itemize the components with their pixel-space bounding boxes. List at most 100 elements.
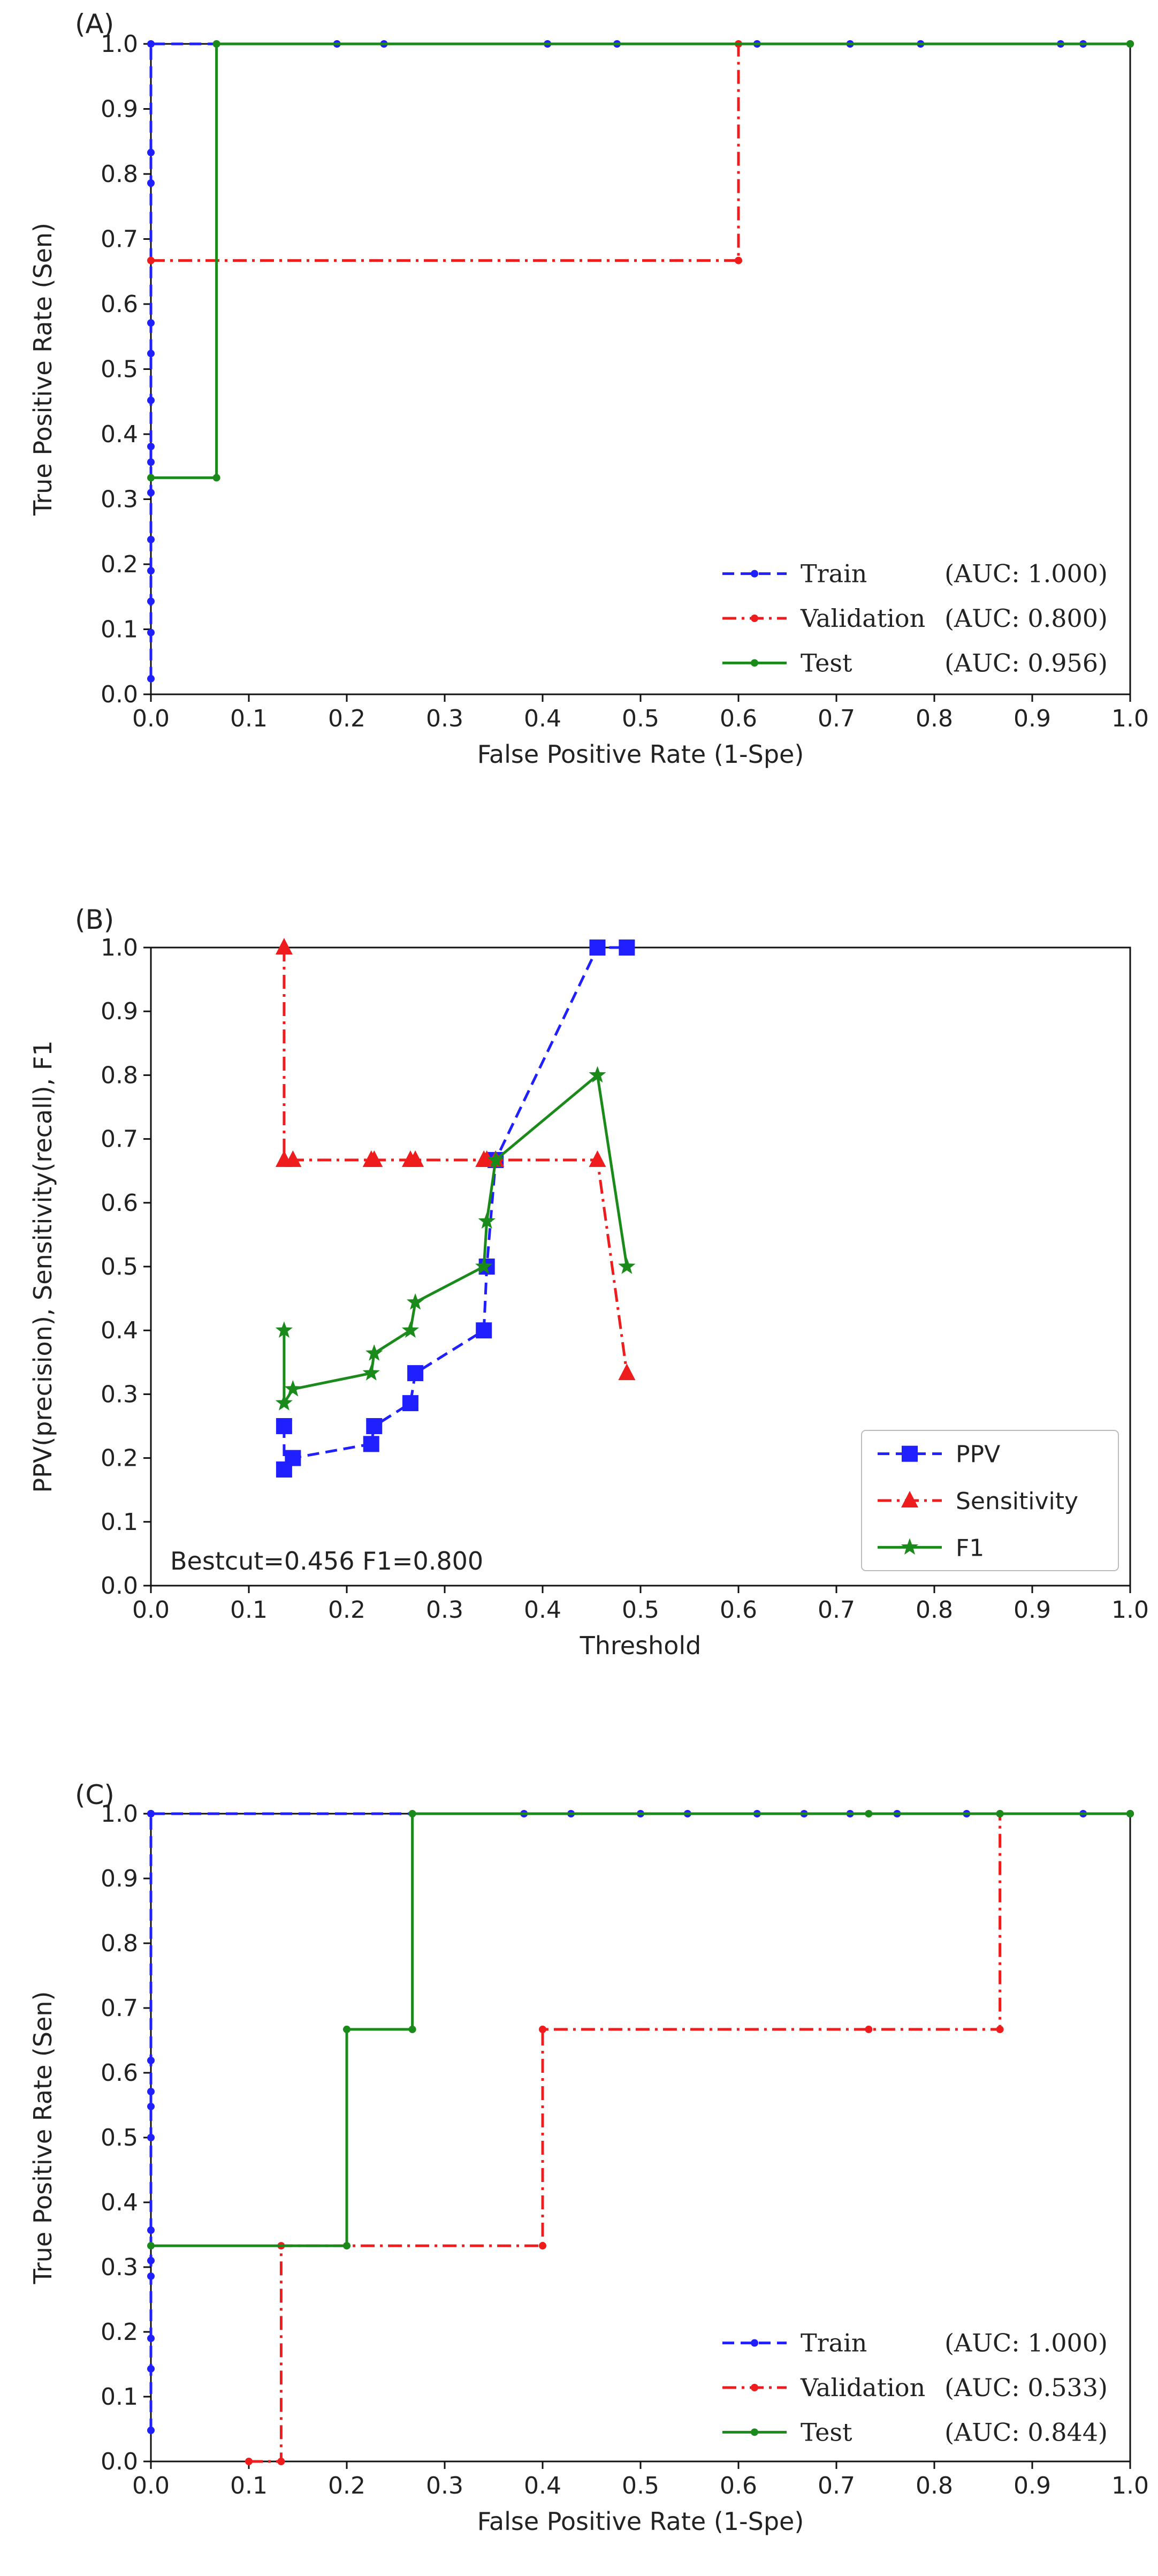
y-tick-label: 0.7 — [101, 226, 138, 253]
legend-marker — [751, 2384, 758, 2391]
data-point-ppv — [276, 1418, 292, 1434]
data-point-sensitivity — [618, 1363, 636, 1381]
data-point-sensitivity — [365, 1150, 383, 1167]
data-point-train — [147, 2256, 155, 2264]
x-tick-label: 0.3 — [426, 2472, 463, 2499]
x-axis-label: Threshold — [580, 1631, 702, 1660]
plot-frame — [150, 43, 1131, 695]
data-point-train — [147, 489, 155, 497]
data-point-train — [147, 1810, 155, 1817]
y-axis-label: PPV(precision), Sensitivity(recall), F1 — [28, 1040, 57, 1492]
data-point-test — [212, 474, 220, 482]
series-line-train — [149, 42, 1130, 679]
x-tick-label: 0.4 — [524, 2472, 561, 2499]
y-tick-label: 0.7 — [101, 1126, 138, 1153]
data-point-sensitivity — [284, 1150, 302, 1167]
legend-auc: (AUC: 1.000) — [944, 559, 1108, 588]
legend: Train (AUC: 1.000) Validation (AUC: 0.533) T… — [722, 2329, 1108, 2446]
legend-auc: (AUC: 0.956) — [944, 648, 1108, 677]
x-tick-label: 0.7 — [818, 1596, 855, 1624]
legend-label: Test — [801, 2418, 852, 2446]
y-tick-label: 0.0 — [101, 1572, 138, 1600]
legend-marker — [751, 2339, 758, 2347]
data-point-train — [147, 628, 155, 637]
y-tick-label: 0.5 — [101, 2124, 138, 2151]
legend-label: PPV — [956, 1441, 1000, 1468]
data-point-ppv — [285, 1450, 301, 1466]
data-point-train — [147, 2426, 155, 2434]
y-tick-label: 0.6 — [101, 291, 138, 318]
x-axis-label: False Positive Rate (1-Spe) — [477, 740, 804, 769]
plot-area — [147, 40, 1134, 683]
legend-auc: (AUC: 0.800) — [944, 604, 1108, 633]
bestcut-annotation: Bestcut=0.456 F1=0.800 — [170, 1547, 483, 1575]
legend-label: Train — [801, 559, 867, 588]
x-tick-label: 0.9 — [1014, 1596, 1051, 1624]
data-point-f1 — [401, 1321, 420, 1338]
legend-marker — [751, 570, 758, 578]
data-point-sensitivity — [275, 938, 293, 954]
y-tick-label: 0.7 — [101, 1995, 138, 2022]
data-point-ppv — [589, 940, 606, 956]
data-point-f1 — [284, 1380, 302, 1397]
series-line-validation — [151, 42, 1130, 262]
data-point-test — [343, 2242, 351, 2250]
legend-label: Validation — [800, 604, 925, 633]
x-tick-label: 0.7 — [818, 705, 855, 732]
y-tick-label: 1.0 — [101, 31, 138, 58]
legend-marker — [901, 1538, 919, 1555]
legend-marker — [902, 1445, 918, 1462]
data-point-test — [212, 40, 220, 48]
data-point-train — [147, 319, 155, 327]
x-tick-label: 0.3 — [426, 705, 463, 732]
x-tick-label: 0.8 — [916, 2472, 953, 2499]
y-tick-label: 0.8 — [101, 161, 138, 188]
x-tick-label: 1.0 — [1111, 705, 1149, 732]
data-point-ppv — [619, 940, 635, 956]
data-point-train — [147, 179, 155, 187]
x-tick-label: 0.0 — [132, 705, 170, 732]
y-tick-label: 0.4 — [101, 2189, 138, 2216]
legend-marker — [751, 659, 758, 667]
legend-marker — [751, 2428, 758, 2436]
series-line-f1 — [283, 1073, 628, 1405]
data-point-f1 — [618, 1257, 636, 1274]
data-point-f1 — [365, 1344, 383, 1361]
y-tick-label: 0.1 — [101, 1509, 138, 1536]
x-tick-label: 0.8 — [916, 1596, 953, 1624]
series-test — [147, 1810, 1134, 2250]
y-tick-label: 0.9 — [101, 96, 138, 123]
y-tick-label: 0.8 — [101, 1930, 138, 1957]
data-point-train — [147, 2272, 155, 2280]
legend: PPV Sensitivity F1 — [861, 1430, 1119, 1571]
data-point-validation — [865, 2025, 873, 2033]
x-tick-label: 0.5 — [622, 705, 659, 732]
series-validation — [147, 40, 1134, 264]
data-point-f1 — [487, 1150, 505, 1168]
x-tick-label: 0.2 — [328, 1596, 365, 1624]
data-point-f1 — [475, 1257, 493, 1274]
legend-label: Sensitivity — [956, 1488, 1078, 1515]
series-ppv — [276, 940, 635, 1478]
x-tick-label: 0.4 — [524, 705, 561, 732]
y-tick-label: 0.2 — [101, 2319, 138, 2346]
y-tick-label: 0.2 — [101, 1445, 138, 1472]
y-tick-label: 0.3 — [101, 1381, 138, 1408]
data-point-train — [147, 458, 155, 466]
data-point-validation — [539, 2025, 546, 2033]
data-point-train — [147, 2134, 155, 2141]
data-point-validation — [735, 256, 742, 264]
data-point-train — [147, 396, 155, 404]
x-tick-label: 1.0 — [1111, 2472, 1149, 2499]
data-point-train — [147, 2088, 155, 2096]
data-point-test — [865, 1810, 873, 1817]
data-point-test — [147, 474, 155, 482]
y-tick-label: 0.5 — [101, 1253, 138, 1281]
data-point-ppv — [407, 1365, 424, 1382]
x-tick-label: 0.8 — [916, 705, 953, 732]
x-tick-label: 0.4 — [524, 1596, 561, 1624]
data-point-train — [147, 350, 155, 358]
x-tick-label: 0.1 — [230, 2472, 268, 2499]
y-axis-label: True Positive Rate (Sen) — [28, 223, 57, 516]
chart-panel-1: (A) 0.0 0.1 0.2 0.3 0.4 0.5 0.6 0.7 0.8 0.9 1.0 0.0 0… — [28, 9, 1149, 769]
